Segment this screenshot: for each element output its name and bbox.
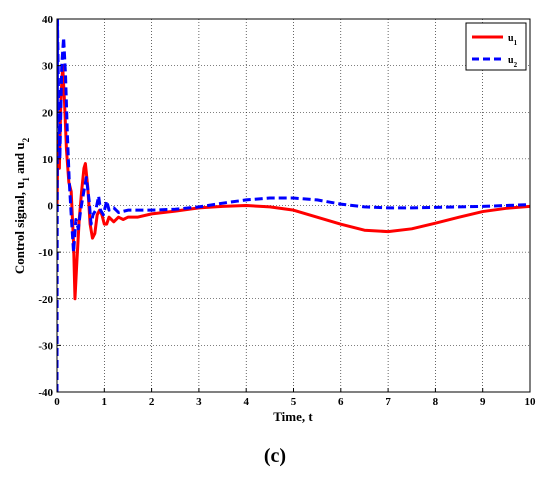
y-tick-label: 40 — [42, 14, 54, 26]
y-tick-label: -20 — [38, 294, 53, 306]
x-axis-label: Time, t — [273, 409, 313, 424]
legend: u1 u2 — [465, 22, 527, 71]
x-tick-label: 7 — [385, 396, 391, 408]
x-tick-label: 2 — [149, 396, 155, 408]
y-tick-label: 30 — [42, 61, 54, 73]
y-tick-label: 10 — [42, 154, 54, 166]
legend-label-u2: u2 — [508, 55, 518, 69]
y-tick-label: -10 — [38, 247, 53, 259]
series-layer — [57, 19, 530, 392]
legend-box — [465, 22, 527, 71]
y-tick-label: -40 — [38, 387, 53, 399]
figure-caption: (c) — [263, 445, 287, 467]
series-line-u2 — [57, 19, 530, 392]
ticks: 0 1 2 3 4 5 6 7 8 9 10 -40 -30 -20 -10 0 10 20 30 40 — [38, 14, 536, 408]
x-tick-label: 10 — [525, 396, 537, 408]
y-tick-label: -30 — [38, 340, 53, 352]
x-tick-label: 0 — [54, 396, 60, 408]
x-tick-label: 8 — [433, 396, 439, 408]
legend-label-u1: u1 — [508, 33, 518, 47]
y-axis-label: Control signal, u1 and u2 — [12, 137, 31, 274]
x-tick-label: 3 — [196, 396, 202, 408]
chart: 0 1 2 3 4 5 6 7 8 9 10 -40 -30 -20 -10 0 10 20 30 40 Time, … — [12, 14, 536, 424]
x-tick-label: 9 — [480, 396, 486, 408]
x-tick-label: 6 — [338, 396, 344, 408]
y-tick-label: 20 — [42, 107, 54, 119]
y-tick-label: 0 — [48, 201, 54, 213]
x-tick-label: 5 — [291, 396, 297, 408]
x-tick-label: 4 — [243, 396, 249, 408]
x-tick-label: 1 — [102, 396, 108, 408]
